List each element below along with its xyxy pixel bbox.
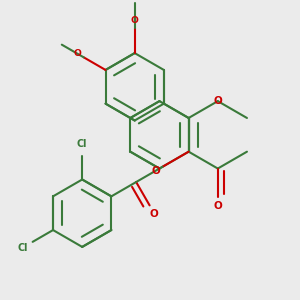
Text: O: O xyxy=(150,208,159,219)
Text: O: O xyxy=(131,16,139,25)
Text: O: O xyxy=(73,49,81,58)
Text: Cl: Cl xyxy=(17,243,28,253)
Text: O: O xyxy=(213,96,222,106)
Text: Cl: Cl xyxy=(77,139,88,149)
Text: O: O xyxy=(213,201,222,211)
Text: O: O xyxy=(152,166,160,176)
